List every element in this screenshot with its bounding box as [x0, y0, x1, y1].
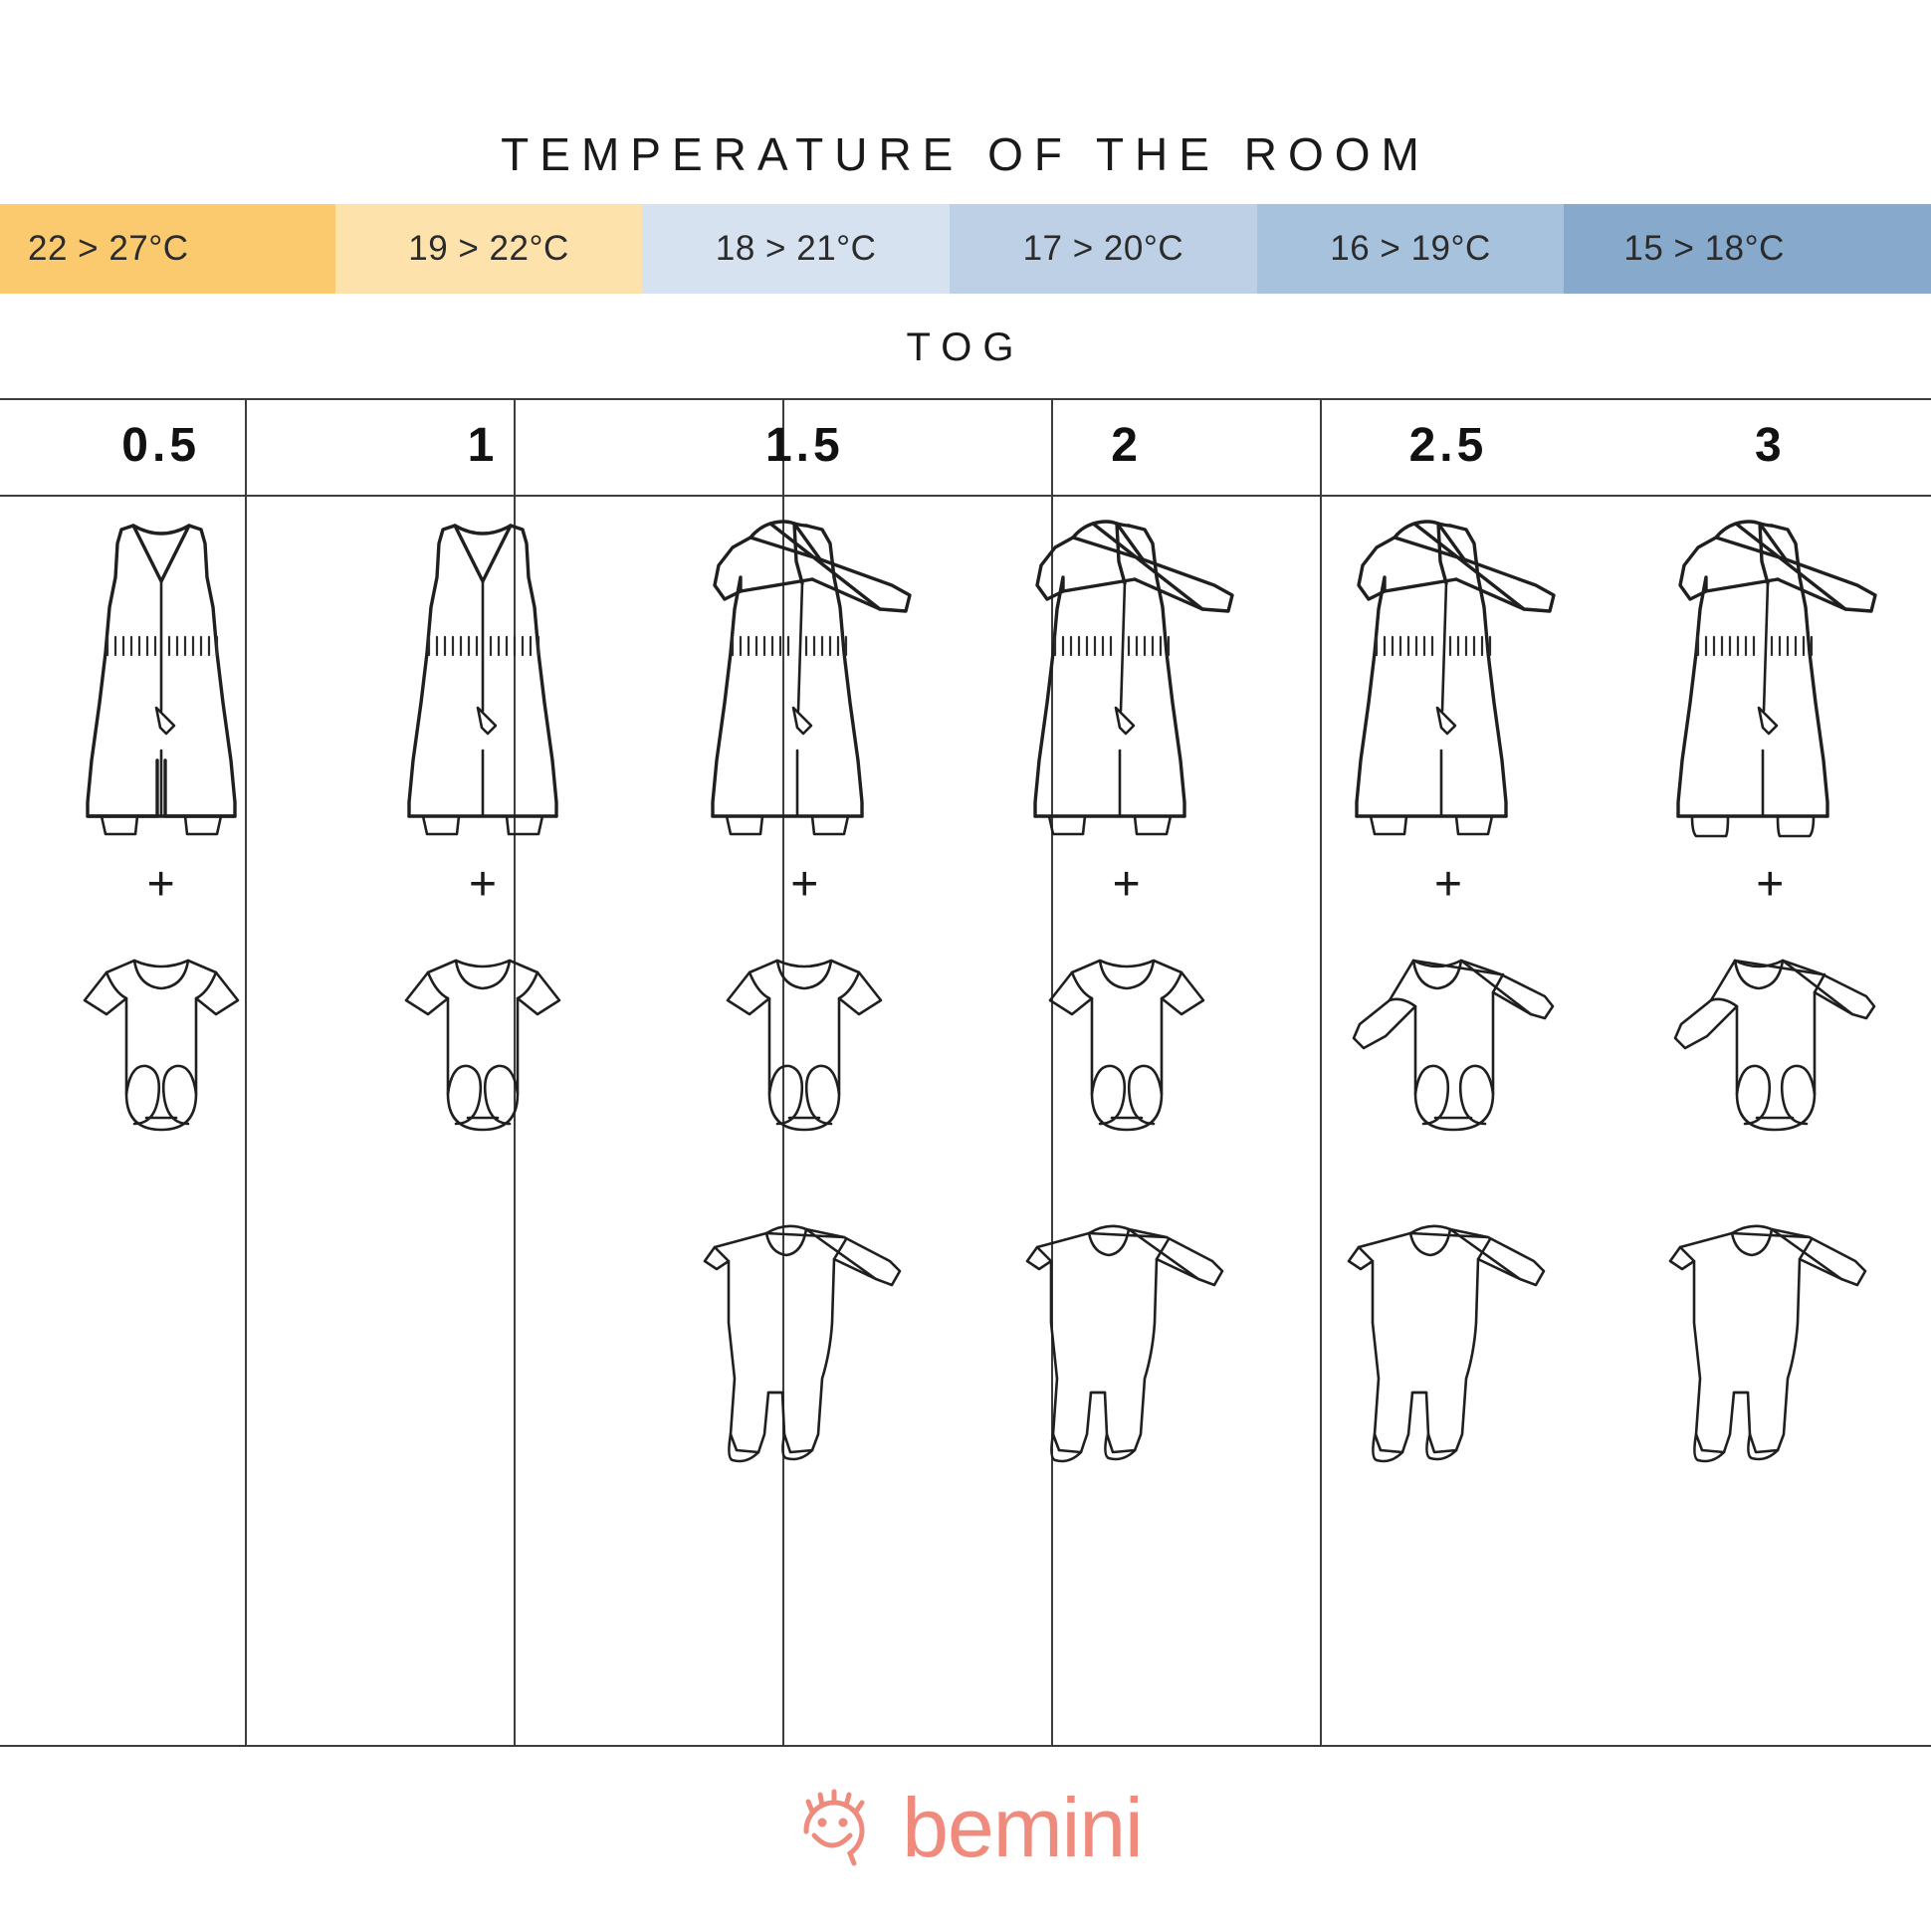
footed-pyjama-icon: [1347, 1224, 1546, 1463]
plus-separator: +: [0, 855, 322, 915]
bodysuit-cell: [0, 915, 322, 1174]
tog-column-1[interactable]: 1: [322, 398, 643, 1747]
footed-pyjama-icon: [1668, 1224, 1867, 1463]
plus-sign: +: [1112, 858, 1141, 911]
column-divider: [782, 398, 784, 1747]
tog-column-5[interactable]: 3: [1609, 398, 1931, 1747]
temperature-cell-0: 22 > 27°C: [0, 204, 335, 294]
tog-value: 2: [1111, 419, 1142, 472]
tog-column-3[interactable]: 2: [966, 398, 1287, 1747]
brand-footer: bemini: [0, 1782, 1931, 1873]
column-divider: [514, 398, 516, 1747]
bodysuit-cell: [1287, 915, 1609, 1174]
tog-column-4[interactable]: 2.5: [1287, 398, 1609, 1747]
long-sleeve-sleeping-bag-icon: [711, 520, 913, 836]
short-sleeve-bodysuit-icon: [404, 959, 561, 1132]
sleeping-bag-cell: [322, 499, 643, 847]
tog-column-0[interactable]: 0.5: [0, 398, 322, 1747]
long-sleeve-sleeping-bag-icon: [1032, 520, 1234, 836]
footed-pyjama-icon: [704, 1224, 902, 1463]
temperature-range-label: 16 > 19°C: [1330, 229, 1491, 268]
temperature-range-label: 15 > 18°C: [1623, 229, 1785, 268]
long-sleeve-sleeping-bag-icon: [1355, 520, 1556, 836]
bodysuit-cell: [1609, 915, 1931, 1174]
pyjama-cell: [966, 1193, 1287, 1492]
pyjama-cell: [1609, 1193, 1931, 1492]
temperature-range-label: 18 > 21°C: [715, 229, 877, 268]
plus-sign: +: [468, 858, 497, 911]
plus-separator: +: [1609, 855, 1931, 915]
bodysuit-cell: [966, 915, 1287, 1174]
temperature-range-label: 22 > 27°C: [28, 229, 189, 268]
page-title: TEMPERATURE OF THE ROOM: [501, 128, 1430, 180]
table-bottom-rule: [0, 1745, 1931, 1747]
temperature-range-label: 17 > 20°C: [1022, 229, 1184, 268]
temperature-cell-3: 17 > 20°C: [950, 204, 1257, 294]
pyjama-cell: [644, 1193, 966, 1492]
temperature-band: 22 > 27°C 19 > 22°C 18 > 21°C 17 > 20°C …: [0, 204, 1931, 294]
tog-value: 2.5: [1408, 419, 1488, 472]
brand-name: bemini: [902, 1781, 1143, 1874]
long-sleeve-bodysuit-icon: [1673, 959, 1876, 1132]
plus-sign: +: [1433, 858, 1462, 911]
sleeping-bag-cell: [1609, 499, 1931, 847]
sleeping-bag-cell: [1287, 499, 1609, 847]
plus-sign: +: [146, 858, 175, 911]
temperature-range-label: 19 > 22°C: [408, 229, 569, 268]
short-sleeve-bodysuit-icon: [83, 959, 239, 1132]
temperature-cell-5: 15 > 18°C: [1564, 204, 1931, 294]
tog-value: 3: [1754, 419, 1786, 472]
column-divider: [1320, 398, 1322, 1747]
long-sleeve-sleeping-bag-cuffs-icon: [1676, 520, 1877, 838]
short-sleeve-bodysuit-icon: [1048, 959, 1204, 1132]
sleeveless-sleeping-bag-icon: [85, 524, 237, 836]
plus-sign: +: [1756, 858, 1785, 911]
long-sleeve-bodysuit-icon: [1352, 959, 1555, 1132]
temperature-cell-2: 18 > 21°C: [642, 204, 951, 294]
temperature-cell-4: 16 > 19°C: [1256, 204, 1565, 294]
short-sleeve-bodysuit-icon: [727, 959, 883, 1132]
column-divider: [245, 398, 247, 1747]
smiley-face-icon: [803, 1789, 865, 1866]
footed-pyjama-icon: [1025, 1224, 1223, 1463]
sleeping-bag-cell: [644, 499, 966, 847]
temperature-cell-1: 19 > 22°C: [334, 204, 643, 294]
tog-value: 0.5: [121, 419, 201, 472]
plus-separator: +: [1287, 855, 1609, 915]
pyjama-cell: [1287, 1193, 1609, 1492]
tog-value: 1: [467, 419, 499, 472]
plus-separator: +: [966, 855, 1287, 915]
plus-separator: +: [644, 855, 966, 915]
bodysuit-cell: [644, 915, 966, 1174]
column-divider: [1051, 398, 1053, 1747]
tog-value: 1.5: [764, 419, 844, 472]
plus-sign: +: [790, 858, 819, 911]
tog-section-label: TOG: [906, 325, 1025, 369]
sleeping-bag-cell: [966, 499, 1287, 847]
table-header-rule: [0, 495, 1931, 497]
tog-column-2[interactable]: 1.5: [644, 398, 966, 1747]
table-top-rule: [0, 398, 1931, 400]
plus-separator: +: [322, 855, 643, 915]
tog-table: 0.5: [0, 398, 1931, 1747]
bodysuit-cell: [322, 915, 643, 1174]
sleeping-bag-cell: [0, 499, 322, 847]
sleeveless-sleeping-bag-icon: [407, 524, 558, 836]
